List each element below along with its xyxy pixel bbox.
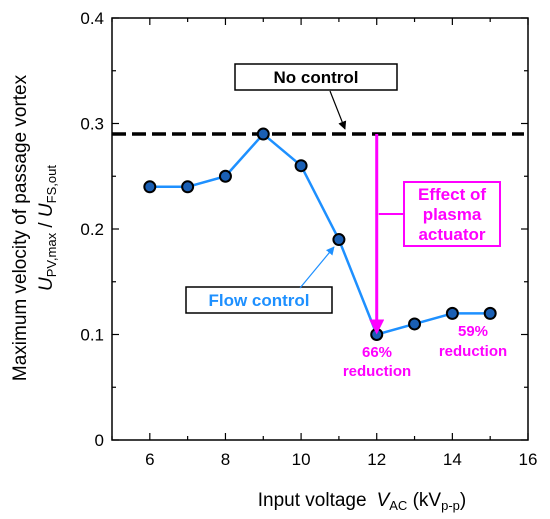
x-label: Input voltage	[258, 490, 367, 511]
x-tick-label: 14	[443, 450, 462, 469]
effect-label-line3: actuator	[418, 225, 485, 244]
y-var-a: U	[36, 277, 57, 291]
flow-control-line	[149, 132, 491, 336]
y-tick-label: 0.4	[80, 9, 104, 28]
x-axis-title: Input voltage VAC (kVp-p)	[258, 490, 466, 513]
y-tick-label: 0.1	[80, 326, 104, 345]
y-tick-label: 0.3	[80, 115, 104, 134]
flow-control-point	[445, 306, 459, 320]
effect-label-line2: plasma	[423, 205, 482, 224]
y-var-b-sub: FS,out	[44, 165, 59, 204]
x-tick-label: 10	[292, 450, 311, 469]
flow-control-point	[256, 127, 270, 141]
flow-control-point	[483, 306, 497, 320]
x-var-sub: AC	[389, 498, 407, 513]
x-var: V	[377, 490, 392, 511]
y-axis-title-line2: UPV,max / UFS,out	[36, 165, 59, 291]
x-unit-sub: p-p	[441, 498, 460, 513]
y-sep: /	[36, 217, 57, 233]
no-control-box	[234, 63, 398, 91]
y-var-b: U	[36, 203, 57, 217]
series-layer	[143, 127, 497, 341]
x-tick-label: 6	[145, 450, 154, 469]
x-tick-label: 12	[367, 450, 386, 469]
y-tick-label: 0.2	[80, 220, 104, 239]
effect-label-line1: Effect of	[418, 185, 486, 204]
x-unit-post: )	[460, 490, 466, 511]
flow-control-label: Flow control	[208, 291, 309, 310]
x-unit-pre: (kV	[407, 490, 441, 511]
flow-control-point	[218, 169, 232, 183]
y-var-a-sub: PV,max	[44, 232, 59, 277]
flow-control-box	[185, 286, 333, 314]
y-axis-title-line1: Maximum velocity of passage vortex	[10, 74, 31, 381]
flow-control-arrow	[299, 246, 335, 289]
flow-control-point	[181, 180, 195, 194]
reduction-66-line2: reduction	[343, 363, 411, 380]
y-tick-label: 0	[95, 431, 104, 450]
no-control-label: No control	[274, 68, 359, 87]
flow-control-point	[294, 159, 308, 173]
flow-control-point	[332, 233, 346, 247]
flow-control-point	[143, 180, 157, 194]
x-tick-label: 8	[221, 450, 230, 469]
reduction-59-line1: 59%	[458, 323, 488, 340]
x-tick-label: 16	[519, 450, 538, 469]
annotation-layer	[369, 134, 404, 335]
no-control-arrow	[329, 90, 347, 130]
reduction-66-line1: 66%	[362, 344, 392, 361]
flow-control-point	[408, 317, 422, 331]
effect-box	[403, 181, 501, 247]
reduction-59-line2: reduction	[439, 343, 507, 360]
plot-frame	[111, 17, 529, 441]
